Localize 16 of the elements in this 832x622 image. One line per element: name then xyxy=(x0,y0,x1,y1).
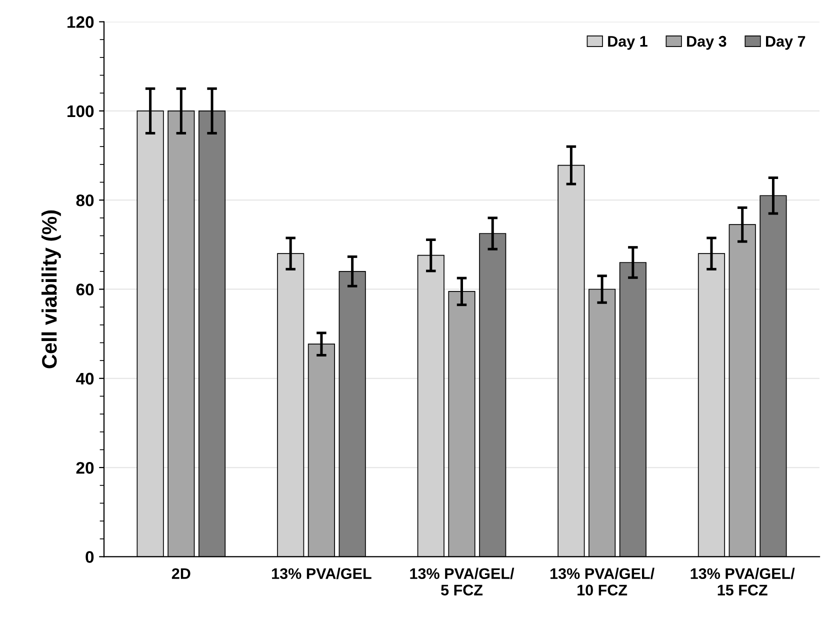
y-axis-title: Cell viability (%) xyxy=(41,210,61,368)
y-tick-label: 40 xyxy=(76,372,94,385)
y-tick-label: 60 xyxy=(76,284,94,296)
x-tick-label: 13% PVA/GEL/ 10 FCZ xyxy=(550,568,654,596)
y-tick-label: 120 xyxy=(68,16,94,28)
legend-label: Day 1 xyxy=(608,36,648,50)
y-tick-label: 80 xyxy=(76,194,94,206)
y-tick-label: 20 xyxy=(76,462,94,474)
y-tick-label: 0 xyxy=(86,551,94,563)
x-tick-label: 13% PVA/GEL xyxy=(272,568,372,580)
x-tick-label: 2D xyxy=(172,568,190,579)
legend-label: Day 3 xyxy=(687,36,726,50)
x-tick-label: 13% PVA/GEL/ 15 FCZ xyxy=(690,568,795,596)
y-tick-label: 100 xyxy=(68,105,94,118)
legend-label: Day 7 xyxy=(766,36,806,50)
x-tick-label: 13% PVA/GEL/ 5 FCZ xyxy=(410,568,514,596)
